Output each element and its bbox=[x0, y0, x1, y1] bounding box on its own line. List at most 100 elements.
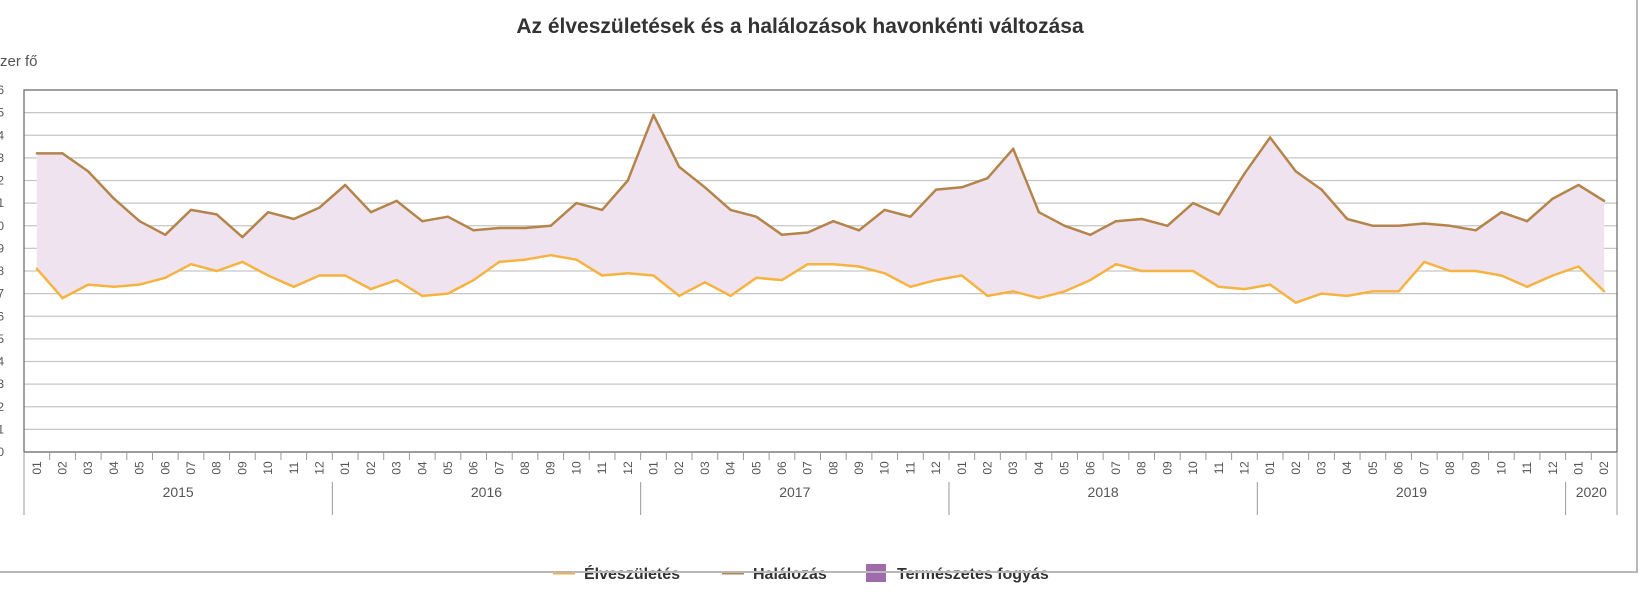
death-point bbox=[61, 152, 64, 155]
death-point bbox=[1397, 224, 1400, 227]
death-point bbox=[883, 208, 886, 212]
legend-area-swatch bbox=[866, 564, 886, 582]
death-point bbox=[1602, 199, 1606, 203]
birth-point bbox=[780, 278, 784, 282]
y-tick-label: 0 bbox=[0, 445, 4, 459]
death-point bbox=[1474, 229, 1477, 232]
death-point bbox=[1089, 233, 1092, 236]
birth-point bbox=[1474, 269, 1477, 273]
birth-point bbox=[1140, 269, 1143, 273]
month-label: 07 bbox=[492, 461, 506, 475]
month-label: 10 bbox=[1494, 461, 1508, 475]
death-point bbox=[960, 186, 964, 189]
right-border bbox=[1636, 0, 1638, 572]
month-label: 04 bbox=[1340, 461, 1354, 475]
y-tick-label: 14 bbox=[0, 128, 4, 142]
month-label: 05 bbox=[749, 461, 763, 475]
month-label: 02 bbox=[1289, 461, 1303, 475]
birth-point bbox=[883, 272, 886, 275]
month-label: 02 bbox=[672, 461, 686, 475]
death-point bbox=[1423, 222, 1426, 225]
death-point bbox=[1500, 210, 1503, 214]
birth-point bbox=[1551, 274, 1554, 277]
birth-point bbox=[61, 296, 64, 300]
month-label: 11 bbox=[903, 461, 917, 474]
birth-point bbox=[1448, 269, 1452, 273]
month-label: 10 bbox=[261, 461, 275, 475]
year-label: 2018 bbox=[1088, 484, 1119, 500]
birth-point bbox=[1577, 265, 1580, 268]
death-point bbox=[626, 179, 629, 182]
month-label: 09 bbox=[1469, 461, 1483, 475]
birth-point bbox=[215, 269, 218, 273]
birth-point bbox=[523, 258, 527, 261]
month-label: 11 bbox=[1212, 462, 1226, 475]
death-point bbox=[934, 188, 938, 191]
death-point bbox=[1371, 224, 1375, 227]
birth-point bbox=[241, 260, 244, 264]
month-label: 06 bbox=[1083, 461, 1097, 475]
month-label: 08 bbox=[826, 461, 840, 475]
death-point bbox=[780, 233, 784, 236]
birth-point bbox=[138, 283, 141, 286]
y-tick-label: 9 bbox=[0, 241, 4, 255]
month-label: 10 bbox=[1186, 461, 1200, 475]
y-tick-label: 4 bbox=[0, 355, 4, 369]
death-point bbox=[575, 201, 578, 205]
death-point bbox=[832, 220, 835, 223]
death-point bbox=[1114, 220, 1118, 223]
death-point bbox=[369, 210, 373, 214]
month-label: 08 bbox=[210, 461, 224, 475]
death-point bbox=[1063, 224, 1066, 227]
month-label: 05 bbox=[133, 461, 147, 475]
month-label: 04 bbox=[1032, 461, 1046, 475]
death-point bbox=[1191, 201, 1195, 205]
birth-point bbox=[934, 278, 938, 282]
death-point bbox=[241, 235, 244, 239]
birth-point bbox=[1166, 269, 1169, 273]
birth-point bbox=[1243, 287, 1246, 291]
year-label: 2015 bbox=[163, 484, 194, 500]
month-label: 03 bbox=[1315, 461, 1329, 475]
death-point bbox=[986, 177, 989, 180]
death-point bbox=[1294, 170, 1298, 173]
month-label: 06 bbox=[1392, 461, 1406, 475]
month-label: 09 bbox=[1160, 461, 1174, 475]
birth-point bbox=[395, 278, 398, 282]
death-point bbox=[755, 215, 758, 218]
birth-point bbox=[1320, 292, 1323, 295]
y-tick-label: 16 bbox=[0, 83, 4, 97]
birth-point bbox=[112, 285, 116, 289]
death-point bbox=[215, 213, 218, 216]
death-point bbox=[703, 186, 707, 189]
month-label: 11 bbox=[595, 461, 609, 474]
month-label: 07 bbox=[801, 461, 815, 475]
birth-point bbox=[677, 294, 681, 298]
month-label: 05 bbox=[1058, 461, 1072, 475]
month-label: 03 bbox=[698, 461, 712, 475]
y-tick-label: 3 bbox=[0, 377, 4, 391]
y-tick-label: 2 bbox=[0, 400, 4, 414]
birth-point bbox=[164, 276, 167, 279]
year-label: 2017 bbox=[779, 484, 810, 500]
birth-series-line bbox=[35, 253, 1606, 304]
month-label: 01 bbox=[1572, 461, 1586, 475]
birth-point bbox=[1371, 290, 1375, 293]
bottom-border bbox=[0, 571, 1638, 573]
death-point bbox=[318, 206, 321, 209]
death-point bbox=[1346, 217, 1349, 221]
death-point bbox=[857, 229, 861, 232]
birth-point bbox=[472, 278, 475, 282]
death-point bbox=[498, 226, 501, 230]
legend-birth-label: Élveszületés bbox=[584, 564, 680, 583]
month-label: 03 bbox=[390, 461, 404, 475]
birth-point bbox=[600, 274, 604, 277]
death-point bbox=[112, 197, 116, 200]
birth-point bbox=[189, 263, 193, 266]
month-label: 04 bbox=[724, 461, 738, 475]
month-label: 02 bbox=[981, 461, 995, 475]
month-label: 02 bbox=[1597, 461, 1611, 475]
birth-point bbox=[1346, 294, 1349, 298]
